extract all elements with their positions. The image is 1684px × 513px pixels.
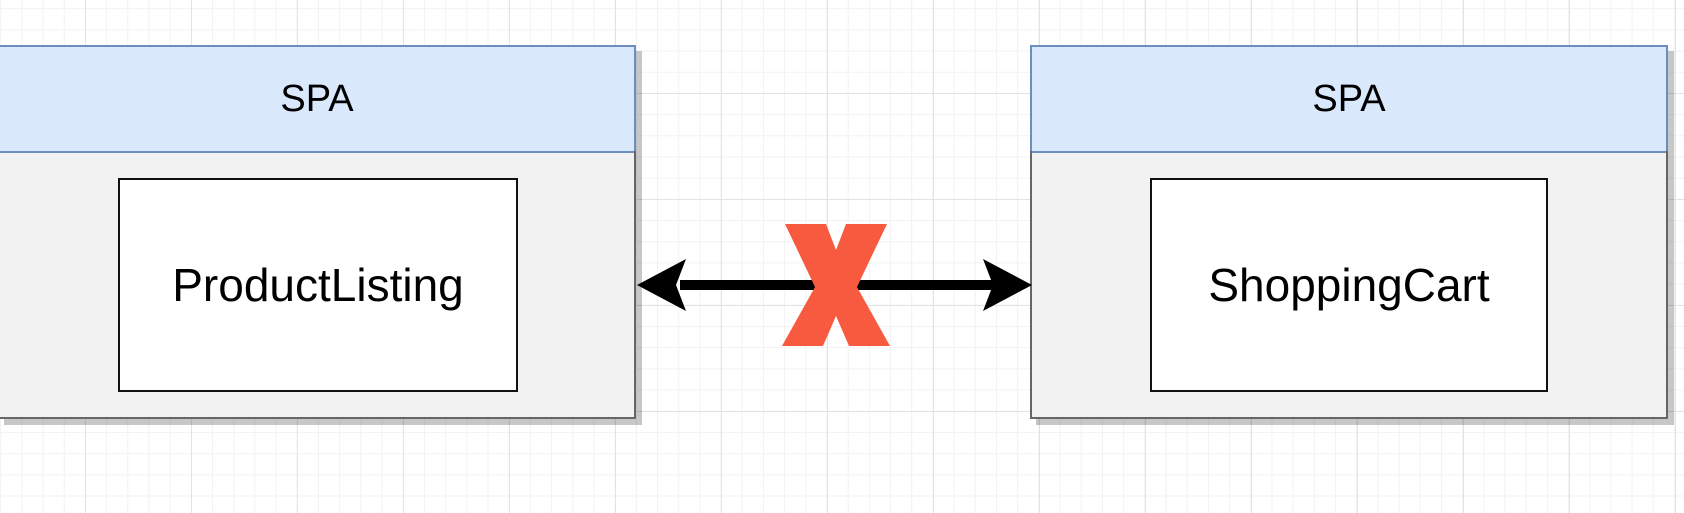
- blocked-x-icon: [782, 224, 890, 346]
- bidirectional-arrow[interactable]: [637, 259, 1032, 311]
- spa-header-right: SPA: [1032, 47, 1666, 153]
- spa-header-left: SPA: [0, 47, 634, 153]
- shopping-cart-box[interactable]: ShoppingCart: [1150, 178, 1548, 392]
- spa-label-right: SPA: [1312, 77, 1386, 120]
- arrowhead-right-icon: [983, 259, 1032, 311]
- product-listing-label: ProductListing: [172, 259, 464, 311]
- shopping-cart-label: ShoppingCart: [1208, 259, 1490, 311]
- product-listing-box[interactable]: ProductListing: [118, 178, 518, 392]
- arrowhead-left-icon: [637, 259, 686, 311]
- spa-label-left: SPA: [280, 77, 354, 120]
